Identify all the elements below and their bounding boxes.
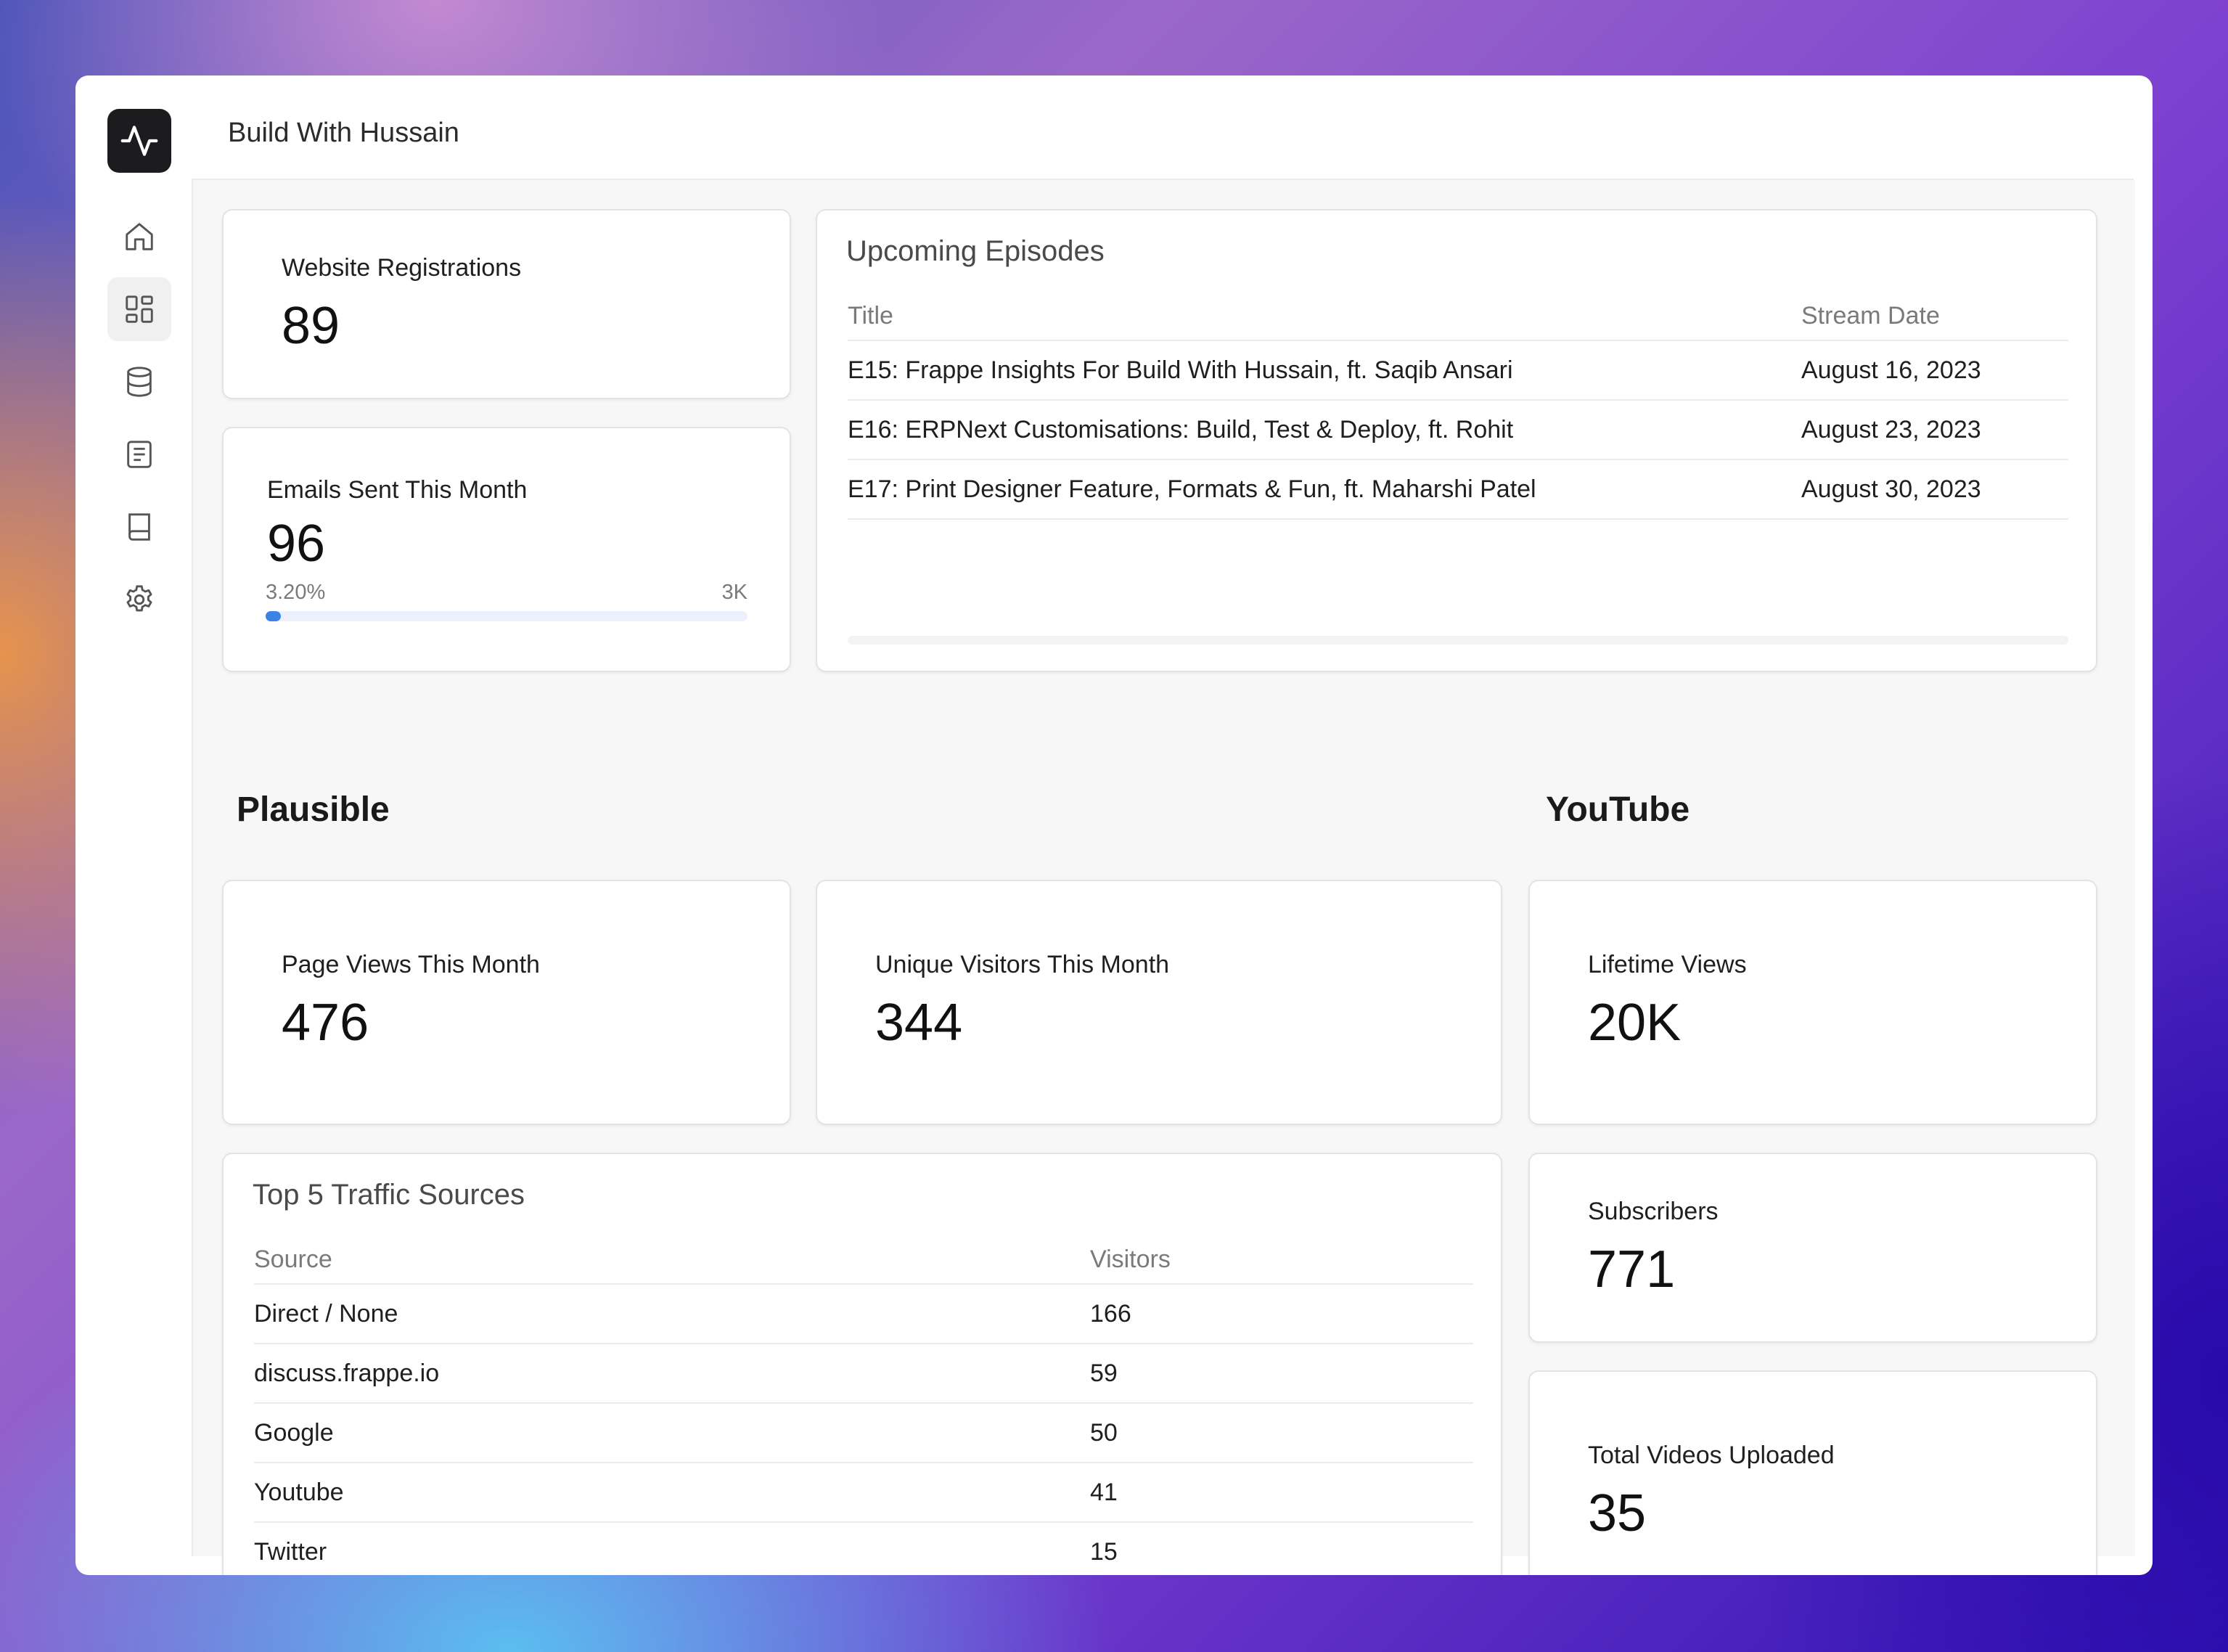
episode-title: E16: ERPNext Customisations: Build, Test…	[848, 400, 1801, 460]
traffic-visitors: 15	[1090, 1537, 1118, 1566]
episode-date: August 16, 2023	[1801, 340, 2068, 401]
table-row[interactable]: E17: Print Designer Feature, Formats & F…	[848, 459, 2068, 520]
traffic-source: Direct / None	[254, 1284, 1090, 1344]
traffic-source: Google	[254, 1403, 1090, 1463]
progress-percent: 3.20%	[266, 581, 326, 604]
unique-visitors-card[interactable]: Unique Visitors This Month 344	[816, 880, 1502, 1125]
column-header-stream-date[interactable]: Stream Date	[1801, 292, 2068, 341]
emails-value: 96	[267, 515, 326, 573]
lifetime-views-card[interactable]: Lifetime Views 20K	[1528, 880, 2097, 1125]
episode-title: E17: Print Designer Feature, Formats & F…	[848, 459, 1801, 520]
page-views-label: Page Views This Month	[282, 951, 540, 978]
sidebar-item-settings[interactable]	[107, 568, 171, 631]
activity-icon	[120, 126, 158, 156]
traffic-visitors: 166	[1090, 1284, 1473, 1344]
registrations-card[interactable]: Website Registrations 89	[222, 209, 791, 399]
emails-label: Emails Sent This Month	[267, 476, 528, 504]
videos-value: 35	[1588, 1484, 1647, 1542]
progress-labels: 3.20% 3K	[266, 581, 748, 605]
traffic-table: Source Visitors Direct / None 166 discus…	[254, 1235, 1473, 1575]
episode-title: E15: Frappe Insights For Build With Huss…	[848, 340, 1801, 401]
dashboard-canvas: Website Registrations 89 Emails Sent Thi…	[193, 180, 2135, 1575]
videos-card[interactable]: Total Videos Uploaded 35	[1528, 1370, 2097, 1575]
page-views-value: 476	[282, 994, 369, 1052]
table-row[interactable]: Twitter 15	[254, 1522, 1473, 1575]
sidebar-item-queries[interactable]	[107, 422, 171, 486]
sidebar-item-dashboard[interactable]	[107, 277, 171, 341]
table-row[interactable]: E16: ERPNext Customisations: Build, Test…	[848, 400, 2068, 460]
lifetime-views-value: 20K	[1588, 994, 1682, 1052]
episodes-card[interactable]: Upcoming Episodes Title Stream Date E15:…	[816, 209, 2097, 672]
dashboard-icon	[126, 295, 153, 323]
episode-date: August 23, 2023	[1801, 400, 2068, 460]
gear-icon	[126, 585, 152, 612]
subscribers-card[interactable]: Subscribers 771	[1528, 1153, 2097, 1343]
column-header-source[interactable]: Source	[254, 1235, 1090, 1285]
traffic-source: Twitter	[254, 1537, 327, 1566]
table-header-row: Source Visitors	[254, 1235, 1473, 1285]
database-icon	[127, 367, 152, 397]
column-header-visitors[interactable]: Visitors	[1090, 1235, 1473, 1285]
unique-visitors-label: Unique Visitors This Month	[875, 951, 1170, 978]
episodes-title: Upcoming Episodes	[846, 235, 1105, 267]
videos-label: Total Videos Uploaded	[1588, 1442, 1835, 1469]
sidebar-item-notebooks[interactable]	[107, 495, 171, 559]
table-row[interactable]: discuss.frappe.io 59	[254, 1344, 1473, 1404]
traffic-visitors: 59	[1090, 1344, 1473, 1404]
episodes-table: Title Stream Date E15: Frappe Insights F…	[848, 292, 2068, 520]
top-header: Build With Hussain	[192, 75, 2134, 180]
emails-card[interactable]: Emails Sent This Month 96 3.20% 3K	[222, 427, 791, 672]
traffic-source: discuss.frappe.io	[254, 1344, 1090, 1404]
traffic-visitors: 41	[1090, 1463, 1473, 1523]
lifetime-views-label: Lifetime Views	[1588, 951, 1747, 978]
app-window: Build With Hussain Website Registrations…	[75, 75, 2153, 1575]
traffic-title: Top 5 Traffic Sources	[253, 1179, 525, 1211]
subscribers-value: 771	[1588, 1240, 1676, 1299]
traffic-source: Youtube	[254, 1463, 1090, 1523]
progress-fill	[266, 611, 282, 621]
table-row[interactable]: Direct / None 166	[254, 1284, 1473, 1344]
registrations-label: Website Registrations	[282, 254, 522, 282]
sidebar-item-home[interactable]	[107, 205, 171, 269]
document-icon	[127, 441, 152, 468]
page-title: Build With Hussain	[228, 118, 459, 148]
sidebar-item-data[interactable]	[107, 350, 171, 414]
traffic-visitors: 50	[1090, 1403, 1473, 1463]
registrations-value: 89	[282, 297, 340, 355]
app-logo[interactable]	[107, 109, 171, 173]
progress-track	[266, 611, 748, 621]
table-row[interactable]: E15: Frappe Insights For Build With Huss…	[848, 340, 2068, 401]
section-title-plausible: Plausible	[237, 790, 390, 829]
table-row[interactable]: Youtube 41	[254, 1463, 1473, 1523]
column-header-title[interactable]: Title	[848, 292, 1801, 341]
progress-target: 3K	[721, 581, 748, 604]
horizontal-scrollbar[interactable]	[848, 636, 2068, 645]
traffic-sources-card[interactable]: Top 5 Traffic Sources Source Visitors Di…	[222, 1153, 1502, 1575]
section-title-youtube: YouTube	[1546, 790, 1690, 829]
page-views-card[interactable]: Page Views This Month 476	[222, 880, 791, 1125]
table-header-row: Title Stream Date	[848, 292, 2068, 341]
home-icon	[126, 223, 153, 250]
subscribers-label: Subscribers	[1588, 1198, 1719, 1225]
book-icon	[128, 513, 150, 541]
episode-date: August 30, 2023	[1801, 459, 2068, 520]
sidebar	[75, 75, 193, 1556]
unique-visitors-value: 344	[875, 994, 963, 1052]
table-row[interactable]: Google 50	[254, 1403, 1473, 1463]
